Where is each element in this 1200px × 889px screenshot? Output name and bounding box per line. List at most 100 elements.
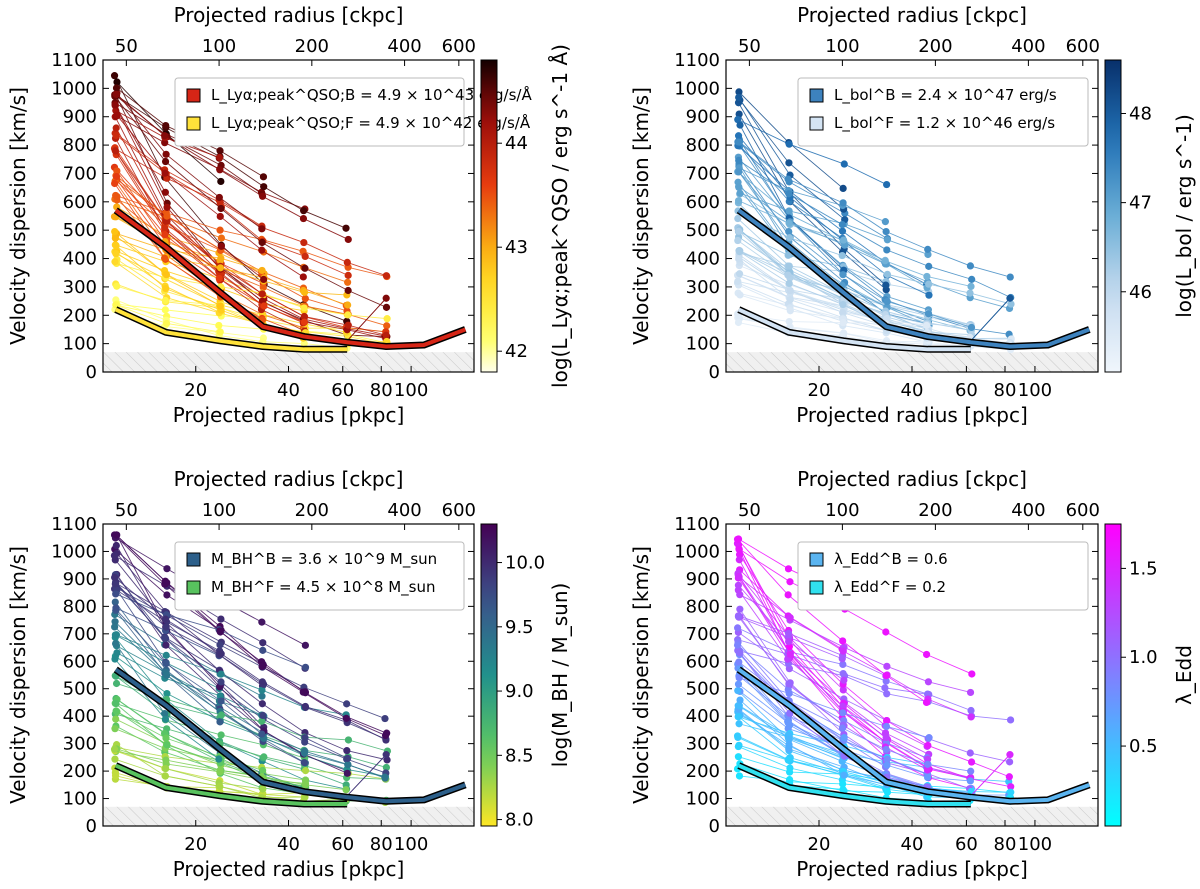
track-point — [1007, 783, 1015, 791]
track-point — [111, 573, 119, 581]
top-x-tick-label: 600 — [1066, 500, 1100, 521]
track-line — [737, 119, 887, 185]
track-point — [161, 132, 169, 140]
track-point — [112, 699, 120, 708]
y-tick-label: 900 — [686, 107, 720, 128]
track-point — [343, 258, 351, 266]
track-point — [734, 318, 743, 327]
legend-box — [174, 541, 465, 611]
track-line — [115, 751, 347, 791]
top-x-tick-label: 100 — [202, 500, 236, 521]
track-point — [882, 733, 890, 741]
track-point — [883, 662, 891, 670]
colorbar-tick-label: 9.5 — [505, 617, 534, 638]
track-line — [346, 754, 387, 797]
track-point — [734, 733, 742, 742]
track-point — [784, 591, 792, 599]
track-point — [299, 214, 308, 223]
track-point — [735, 546, 743, 554]
track-point — [382, 272, 390, 280]
y-tick-label: 200 — [686, 305, 720, 326]
track-point — [161, 306, 169, 314]
track-line — [115, 237, 347, 296]
y-tick-label: 400 — [63, 249, 97, 270]
track-point — [838, 220, 846, 229]
track-point — [736, 605, 744, 613]
top-x-tick-label: 600 — [442, 36, 476, 57]
track-point — [881, 684, 889, 692]
x-tick-label: 80 — [370, 380, 393, 401]
track-point — [922, 650, 931, 659]
track-point — [840, 734, 848, 742]
track-point — [301, 663, 310, 671]
track-point — [735, 138, 744, 146]
track-point — [382, 763, 390, 772]
track-point — [216, 641, 224, 649]
track-point — [112, 679, 121, 688]
top-x-axis-title: Projected radius [ckpc] — [797, 3, 1027, 27]
top-x-tick-label: 50 — [115, 36, 138, 57]
legend-label: L_bol^B = 2.4 × 10^47 erg/s — [834, 86, 1057, 105]
x-tick-label: 40 — [277, 834, 300, 855]
legend-box — [797, 77, 1089, 147]
y-tick-label: 200 — [63, 305, 97, 326]
y-tick-label: 600 — [686, 192, 720, 213]
track-point — [216, 257, 224, 265]
top-x-tick-label: 400 — [387, 36, 421, 57]
track-point — [735, 156, 743, 164]
track-point — [162, 764, 170, 773]
track-point — [112, 590, 120, 598]
track-point — [925, 262, 933, 270]
track-point — [161, 169, 169, 177]
track-point — [260, 302, 268, 310]
track-point — [786, 286, 794, 295]
track-point — [163, 203, 171, 211]
x-tick-label: 20 — [808, 380, 831, 401]
track-point — [785, 234, 794, 242]
median-line-bright — [114, 667, 467, 804]
track-point — [111, 598, 119, 606]
track-point — [735, 110, 743, 118]
track-point — [786, 768, 794, 776]
track-point — [840, 236, 848, 244]
top-x-tick-label: 400 — [387, 500, 421, 521]
track-point — [883, 716, 891, 725]
y-tick-label: 200 — [686, 761, 720, 782]
track-point — [344, 286, 352, 295]
track-point — [785, 279, 793, 288]
track-line — [116, 233, 263, 271]
track-point — [112, 639, 120, 648]
track-point — [162, 671, 171, 679]
track-line — [739, 699, 887, 786]
track-line — [737, 641, 886, 768]
track-point — [111, 725, 119, 733]
track-point — [784, 175, 792, 183]
track-point — [161, 710, 169, 718]
track-point — [735, 702, 743, 710]
legend-swatch — [809, 580, 824, 595]
track-line — [738, 231, 887, 282]
y-tick-label: 0 — [709, 362, 720, 383]
colorbar-tick-label: 47 — [1129, 193, 1152, 214]
colorbar-gradient — [480, 523, 498, 827]
track-point — [342, 786, 350, 794]
track-point — [161, 224, 169, 232]
track-point — [785, 689, 793, 698]
y-tick-label: 300 — [63, 734, 97, 755]
y-tick-label: 200 — [63, 761, 97, 782]
track-point — [258, 225, 266, 233]
track-point — [381, 773, 389, 781]
x-axis-title: Projected radius [pkpc] — [796, 403, 1028, 427]
x-axis-title: Projected radius [pkpc] — [173, 857, 405, 881]
legend-label: L_Lyα;peak^QSO;B = 4.9 × 10^43 erg/s/Å — [211, 85, 532, 105]
track-point — [112, 90, 120, 99]
track-point — [785, 207, 793, 215]
top-x-tick-label: 200 — [918, 36, 952, 57]
track-line — [739, 594, 971, 693]
track-point — [882, 628, 890, 636]
y-tick-label: 0 — [86, 816, 97, 837]
y-tick-label: 500 — [63, 220, 97, 241]
track-point — [882, 745, 890, 754]
track-point — [734, 132, 743, 140]
